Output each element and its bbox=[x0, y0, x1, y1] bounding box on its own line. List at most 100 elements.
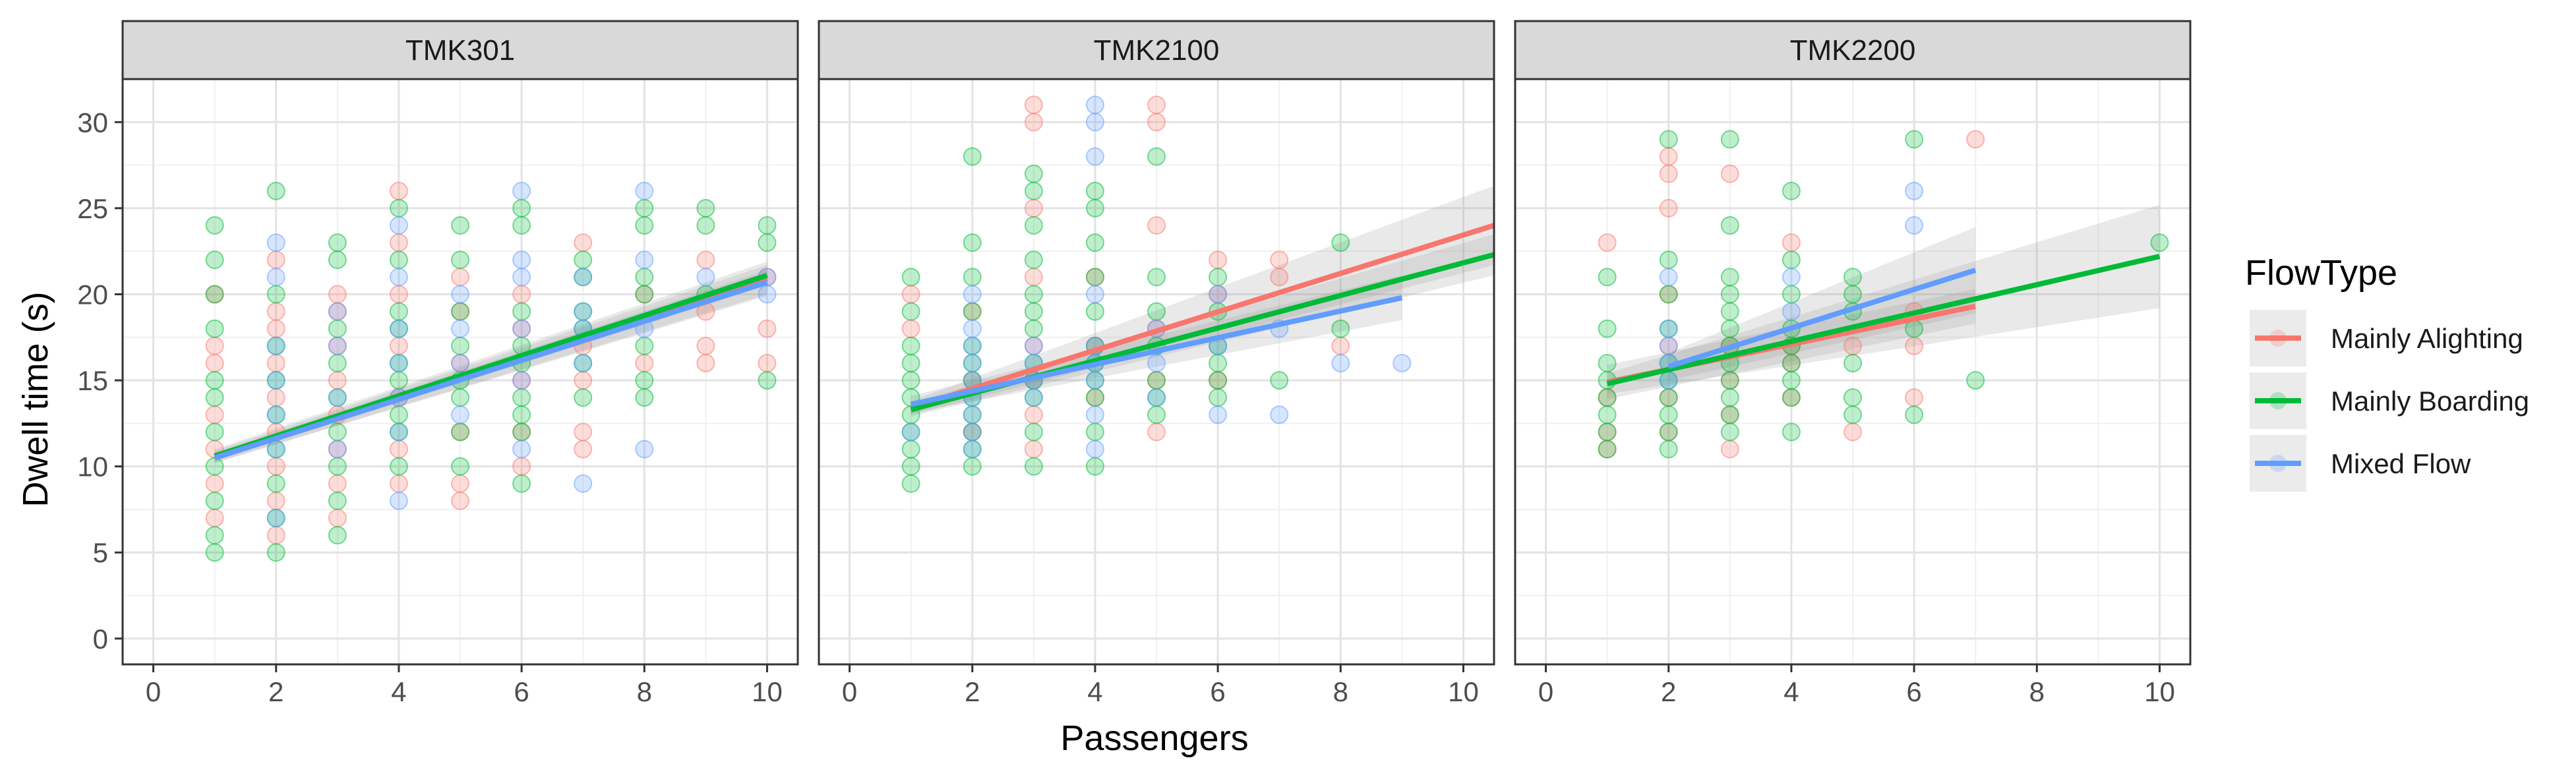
data-point bbox=[266, 285, 285, 304]
data-point bbox=[1843, 353, 1862, 372]
x-tick-label: 8 bbox=[1333, 676, 1348, 707]
data-point bbox=[696, 216, 715, 235]
data-point bbox=[574, 250, 593, 270]
panel-border bbox=[818, 78, 1495, 666]
fit-line-mixed-flow bbox=[214, 279, 768, 461]
data-point bbox=[266, 353, 285, 372]
data-point bbox=[328, 371, 347, 390]
data-point bbox=[758, 216, 777, 235]
data-point bbox=[1147, 388, 1166, 407]
data-point bbox=[1782, 233, 1801, 252]
fit-lines bbox=[214, 272, 768, 461]
data-point bbox=[451, 268, 469, 287]
data-point bbox=[205, 457, 224, 476]
points-mixed-flow bbox=[1659, 181, 1924, 390]
data-point bbox=[2150, 233, 2169, 252]
x-tick-label: 2 bbox=[965, 676, 980, 707]
data-point bbox=[512, 181, 531, 200]
data-point bbox=[1209, 250, 1228, 270]
data-point bbox=[205, 388, 224, 407]
y-axis-title: Dwell time (s) bbox=[16, 291, 55, 507]
data-point bbox=[266, 491, 285, 510]
data-point bbox=[963, 285, 982, 304]
data-point bbox=[205, 336, 224, 355]
data-point bbox=[328, 440, 347, 459]
fit-line-mainly-alighting bbox=[910, 223, 1495, 411]
data-point bbox=[1209, 371, 1228, 390]
x-tick-label: 10 bbox=[1448, 676, 1479, 707]
data-point bbox=[266, 543, 285, 562]
data-point bbox=[1393, 353, 1412, 372]
data-point bbox=[758, 285, 777, 304]
data-point bbox=[901, 302, 920, 321]
data-point bbox=[512, 285, 531, 304]
data-point bbox=[1085, 285, 1104, 304]
data-point bbox=[758, 319, 777, 338]
data-point bbox=[1843, 285, 1862, 304]
x-tick-label: 8 bbox=[637, 676, 652, 707]
data-point bbox=[1782, 285, 1801, 304]
data-point bbox=[1024, 388, 1043, 407]
data-point bbox=[512, 216, 531, 235]
data-point bbox=[1843, 388, 1862, 407]
x-axis-ticks: 0 2 4 6 8 10 bbox=[842, 664, 1479, 707]
data-point bbox=[1209, 388, 1228, 407]
data-point bbox=[328, 250, 347, 270]
data-point bbox=[328, 388, 347, 407]
data-point bbox=[389, 181, 408, 200]
data-point bbox=[451, 285, 469, 304]
data-point bbox=[574, 440, 593, 459]
data-point bbox=[389, 233, 408, 252]
data-point bbox=[1598, 353, 1617, 372]
data-point bbox=[1147, 353, 1166, 372]
data-point bbox=[266, 526, 285, 545]
data-point bbox=[1720, 268, 1739, 287]
data-point bbox=[205, 509, 224, 527]
data-point bbox=[512, 457, 531, 476]
data-point bbox=[901, 319, 920, 338]
data-point bbox=[1085, 113, 1104, 132]
confidence-band-mainly-alighting bbox=[911, 185, 1494, 415]
data-point bbox=[574, 422, 593, 442]
data-point bbox=[1024, 319, 1043, 338]
data-point bbox=[758, 371, 777, 390]
data-point bbox=[266, 474, 285, 493]
x-tick-label: 6 bbox=[514, 676, 529, 707]
data-point bbox=[451, 353, 469, 372]
data-point bbox=[1720, 422, 1739, 442]
x-axis-ticks: 0 2 4 6 8 10 bbox=[146, 664, 783, 707]
data-point bbox=[1147, 147, 1166, 166]
x-tick-label: 0 bbox=[146, 676, 161, 707]
data-point bbox=[1024, 113, 1043, 132]
panel-strip bbox=[1514, 20, 2192, 80]
data-point bbox=[1598, 405, 1617, 424]
data-point bbox=[1024, 268, 1043, 287]
data-point bbox=[328, 491, 347, 510]
data-point bbox=[1659, 319, 1678, 338]
panel-strip-label: TMK301 bbox=[405, 34, 515, 67]
data-point bbox=[451, 216, 469, 235]
data-point bbox=[389, 371, 408, 390]
data-point bbox=[1659, 405, 1678, 424]
data-point bbox=[574, 233, 593, 252]
data-point bbox=[389, 405, 408, 424]
data-point bbox=[635, 388, 654, 407]
data-point bbox=[1905, 130, 1924, 149]
y-tick-label: 0 bbox=[93, 624, 108, 654]
data-point bbox=[1720, 164, 1739, 183]
legend-title: FlowType bbox=[2245, 253, 2397, 293]
data-point bbox=[512, 198, 531, 218]
legend-label: Mainly Boarding bbox=[2331, 386, 2529, 417]
legend-label: Mainly Alighting bbox=[2331, 323, 2523, 354]
data-point bbox=[574, 474, 593, 493]
data-point bbox=[1720, 285, 1739, 304]
panel-border bbox=[121, 78, 799, 666]
data-point bbox=[1024, 285, 1043, 304]
x-tick-label: 6 bbox=[1906, 676, 1921, 707]
data-point bbox=[205, 526, 224, 545]
data-point bbox=[574, 371, 593, 390]
data-point bbox=[1085, 422, 1104, 442]
data-point bbox=[1024, 422, 1043, 442]
data-point bbox=[451, 250, 469, 270]
x-tick-label: 10 bbox=[2144, 676, 2175, 707]
